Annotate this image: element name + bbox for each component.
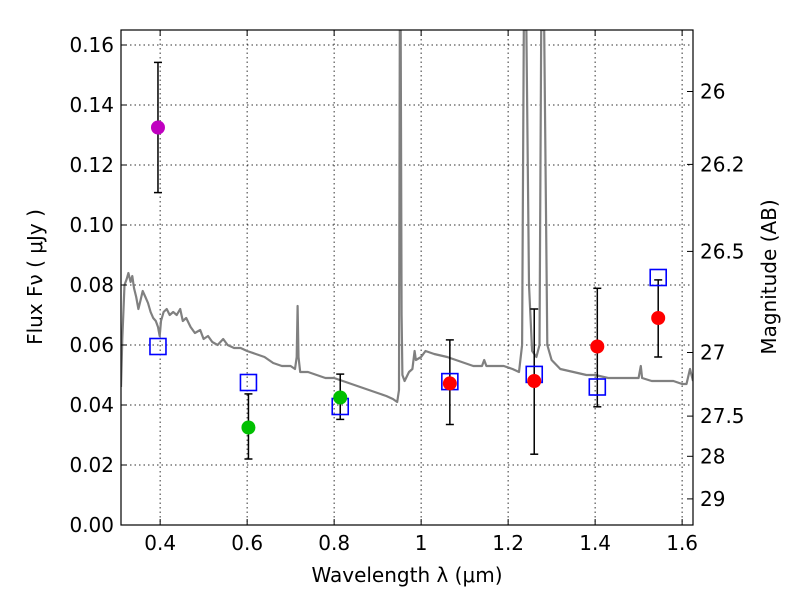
x-tick-label: 1.6 bbox=[666, 531, 698, 555]
right-axis-label: Magnitude (AB) bbox=[757, 199, 781, 354]
y-tick-label: 0.10 bbox=[69, 213, 114, 237]
right-tick-label: 29 bbox=[700, 487, 725, 511]
spectrum-layer bbox=[121, 30, 693, 404]
y-tick-label: 0.02 bbox=[69, 453, 114, 477]
model-square-marker bbox=[588, 378, 607, 396]
photometry-point bbox=[527, 374, 542, 388]
model-square-marker bbox=[649, 268, 668, 287]
x-tick-label: 0.8 bbox=[318, 531, 350, 555]
plot-frame bbox=[120, 29, 694, 526]
photometry-point bbox=[333, 390, 348, 405]
x-tick-label: 1.2 bbox=[492, 531, 524, 555]
model-square-marker bbox=[149, 337, 167, 356]
right-tick-label: 26.2 bbox=[700, 152, 745, 176]
marker-layer bbox=[149, 120, 668, 435]
photometry-point bbox=[590, 339, 605, 354]
tick-marks bbox=[121, 30, 693, 526]
y-tick-label: 0.16 bbox=[69, 33, 114, 57]
right-tick-label: 27.5 bbox=[700, 404, 745, 428]
right-tick-label: 26 bbox=[700, 80, 725, 104]
y-tick-label: 0.14 bbox=[69, 93, 114, 117]
x-tick-label: 0.6 bbox=[231, 531, 263, 555]
y-tick-label: 0.12 bbox=[69, 153, 114, 177]
model-square-marker bbox=[239, 373, 258, 392]
x-tick-label: 1 bbox=[415, 531, 428, 555]
photometry-point bbox=[651, 311, 666, 325]
photometry-point bbox=[442, 376, 457, 391]
right-tick-label: 28 bbox=[700, 444, 725, 468]
model-spectrum-line bbox=[121, 30, 693, 404]
x-tick-label: 1.4 bbox=[579, 531, 611, 555]
errorbar-layer bbox=[153, 61, 663, 460]
y-axis-label: Flux Fν ( μJy ) bbox=[23, 209, 47, 345]
y-tick-label: 0.08 bbox=[69, 273, 114, 297]
right-tick-label: 27 bbox=[700, 341, 725, 365]
photometry-point bbox=[150, 120, 165, 135]
y-tick-label: 0.04 bbox=[69, 393, 114, 417]
x-tick-label: 0.4 bbox=[144, 531, 176, 555]
grid bbox=[121, 30, 693, 526]
y-tick-label: 0.00 bbox=[69, 513, 114, 537]
tick-labels: 0.4 0.6 0.8 1 1.2 1.4 1.6 0.00 0.02 0.04 0.06 0.08 0… bbox=[69, 33, 744, 555]
y-tick-label: 0.06 bbox=[69, 333, 114, 357]
photometry-point bbox=[241, 420, 256, 435]
x-axis-label: Wavelength λ (μm) bbox=[311, 563, 502, 587]
right-tick-label: 26.5 bbox=[700, 239, 745, 263]
